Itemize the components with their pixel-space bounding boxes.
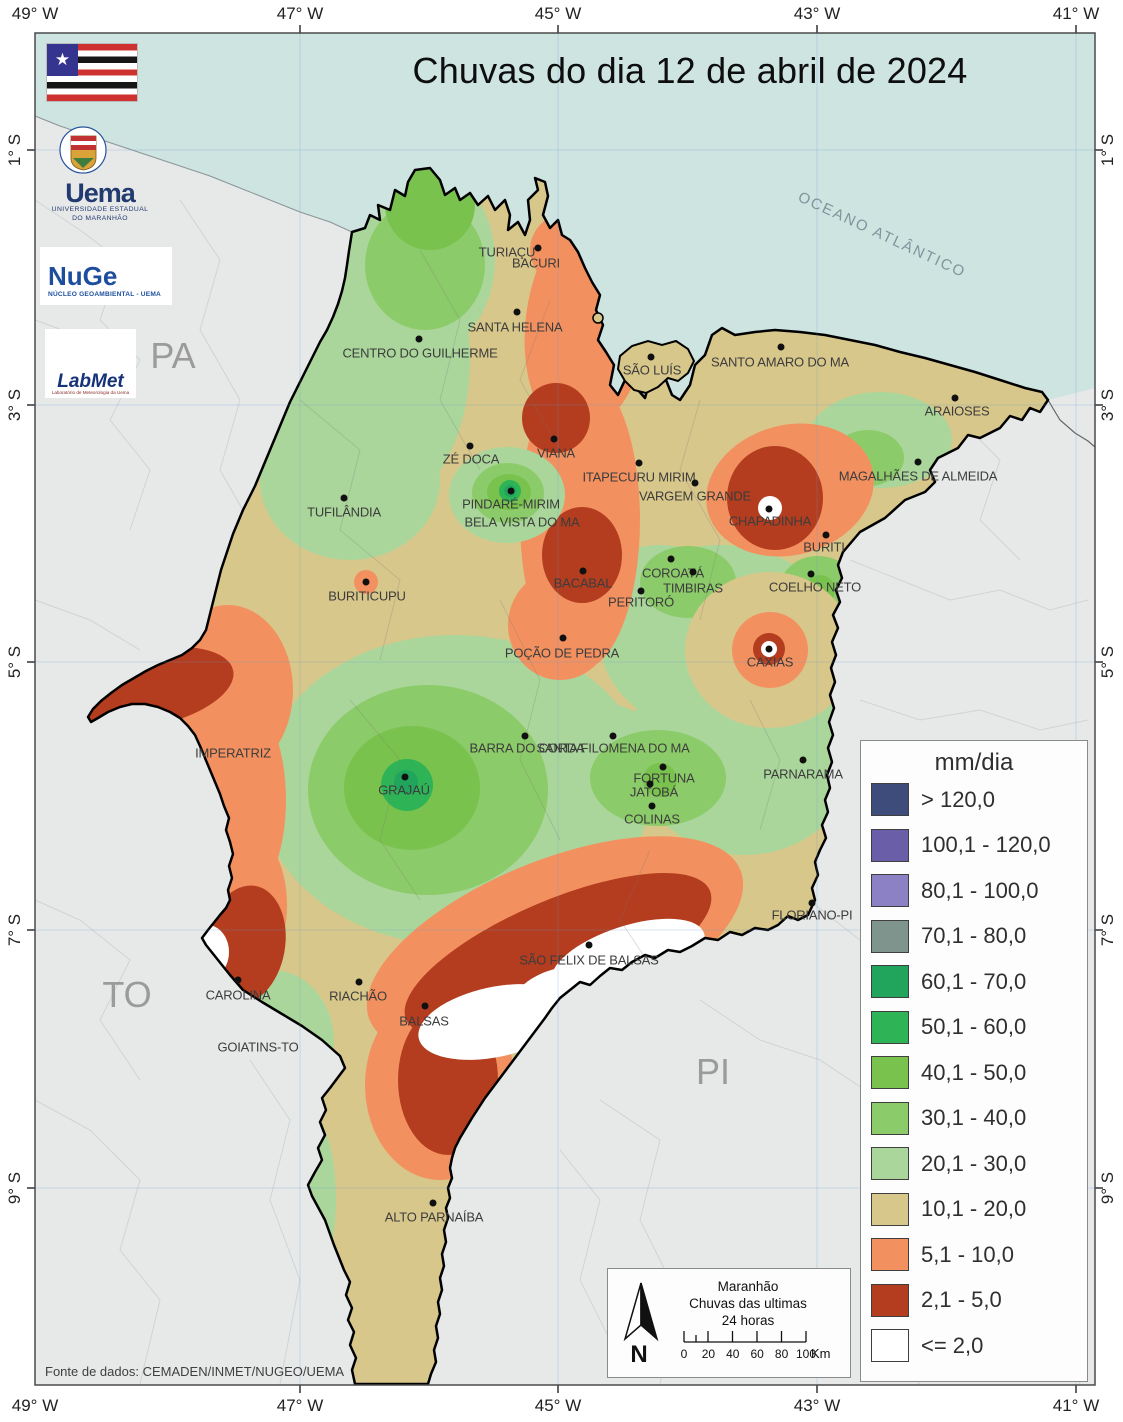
state-boundary-line xyxy=(1047,399,1096,448)
graticule-ticks xyxy=(27,25,1103,1393)
nugeo-globe-icon xyxy=(130,262,156,288)
map-frame xyxy=(34,32,1096,1386)
sao-luis-island xyxy=(616,339,696,395)
islet xyxy=(592,312,604,324)
uema-crest-logo xyxy=(59,126,107,174)
ocean xyxy=(35,33,1095,400)
